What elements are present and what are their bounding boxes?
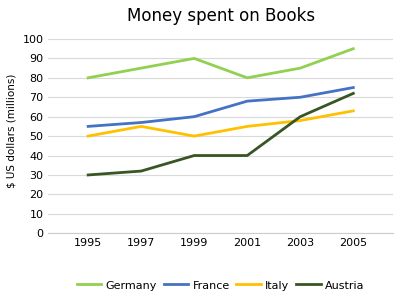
- Austria: [139, 169, 144, 173]
- Italy: [245, 125, 250, 128]
- Austria: [86, 173, 90, 177]
- Italy: [86, 134, 90, 138]
- Italy: [139, 125, 144, 128]
- Line: Germany: Germany: [88, 49, 353, 78]
- Germany: [192, 57, 196, 60]
- Austria: [245, 154, 250, 157]
- Italy: [351, 109, 356, 113]
- France: [192, 115, 196, 118]
- Title: Money spent on Books: Money spent on Books: [127, 7, 315, 25]
- Germany: [351, 47, 356, 51]
- Germany: [298, 66, 303, 70]
- France: [86, 125, 90, 128]
- Germany: [139, 66, 144, 70]
- France: [245, 99, 250, 103]
- Line: Italy: Italy: [88, 111, 353, 136]
- Y-axis label: $ US dollars (millions): $ US dollars (millions): [7, 74, 17, 188]
- Italy: [298, 119, 303, 122]
- Germany: [245, 76, 250, 80]
- Austria: [192, 154, 196, 157]
- Austria: [298, 115, 303, 118]
- Austria: [351, 91, 356, 95]
- Italy: [192, 134, 196, 138]
- France: [139, 121, 144, 124]
- Line: Austria: Austria: [88, 93, 353, 175]
- Legend: Germany, France, Italy, Austria: Germany, France, Italy, Austria: [72, 275, 369, 295]
- France: [351, 86, 356, 89]
- Line: France: France: [88, 88, 353, 126]
- France: [298, 95, 303, 99]
- Germany: [86, 76, 90, 80]
